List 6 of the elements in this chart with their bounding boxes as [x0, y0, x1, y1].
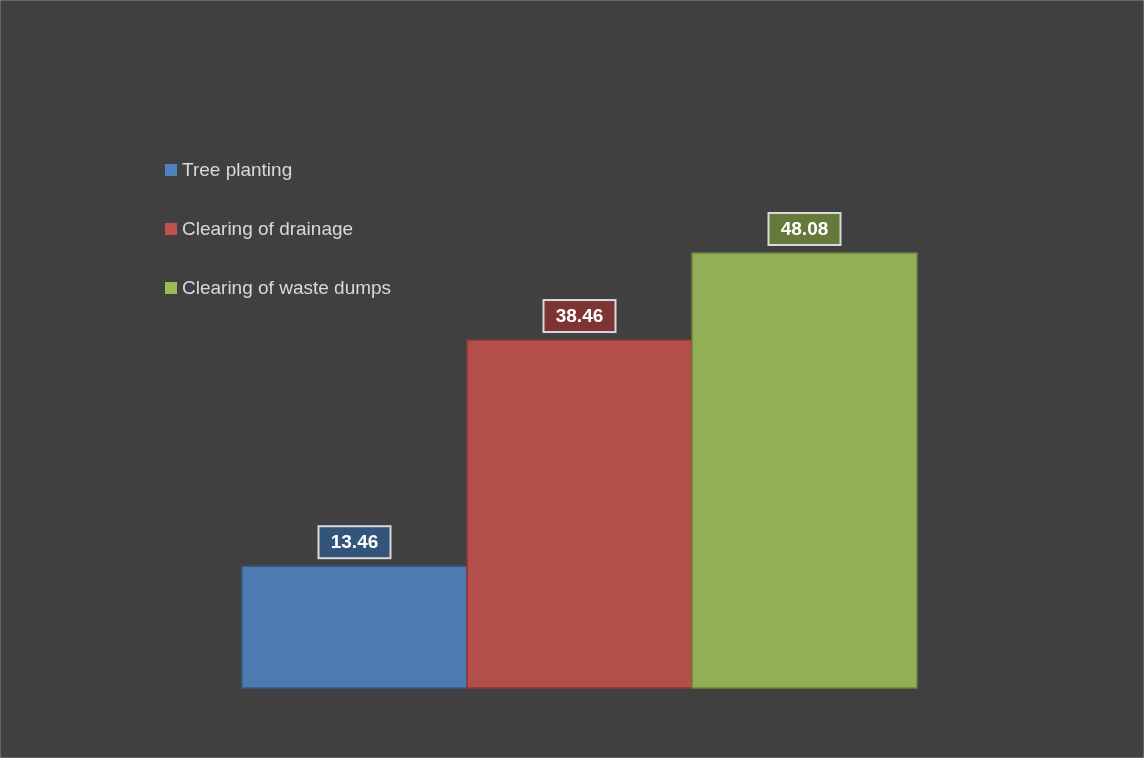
- data-label: 38.46: [555, 305, 604, 327]
- legend-label: Clearing of drainage: [182, 218, 354, 239]
- data-label: 13.46: [330, 531, 379, 553]
- data-label: 48.08: [780, 218, 829, 239]
- legend-label: Tree planting: [182, 159, 293, 180]
- legend-label: Clearing of waste dumps: [182, 277, 392, 298]
